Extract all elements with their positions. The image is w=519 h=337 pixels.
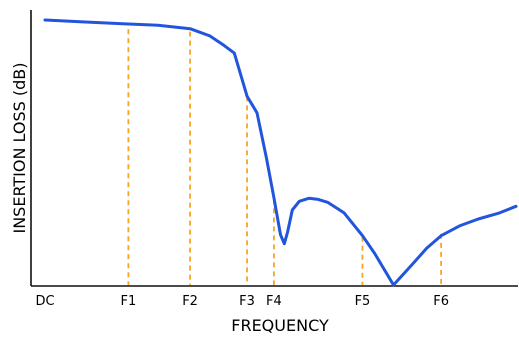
series-line-0: [43, 18, 518, 287]
x-tick-label-f1: F1: [120, 294, 136, 309]
x-tick-label-f5: F5: [355, 294, 371, 309]
plot-area: DC F1 F2 F3 F4 F5 F6: [30, 10, 518, 309]
x-tick-label-f4: F4: [266, 294, 282, 309]
x-axis-title: FREQUENCY: [231, 316, 329, 335]
x-tick-label-f6: F6: [433, 294, 449, 309]
x-tick-label-f2: F2: [182, 294, 198, 309]
y-axis-title: INSERTION LOSS (dB): [10, 63, 29, 234]
x-tick-label-dc: DC: [35, 294, 54, 309]
x-tick-label-f3: F3: [239, 294, 255, 309]
